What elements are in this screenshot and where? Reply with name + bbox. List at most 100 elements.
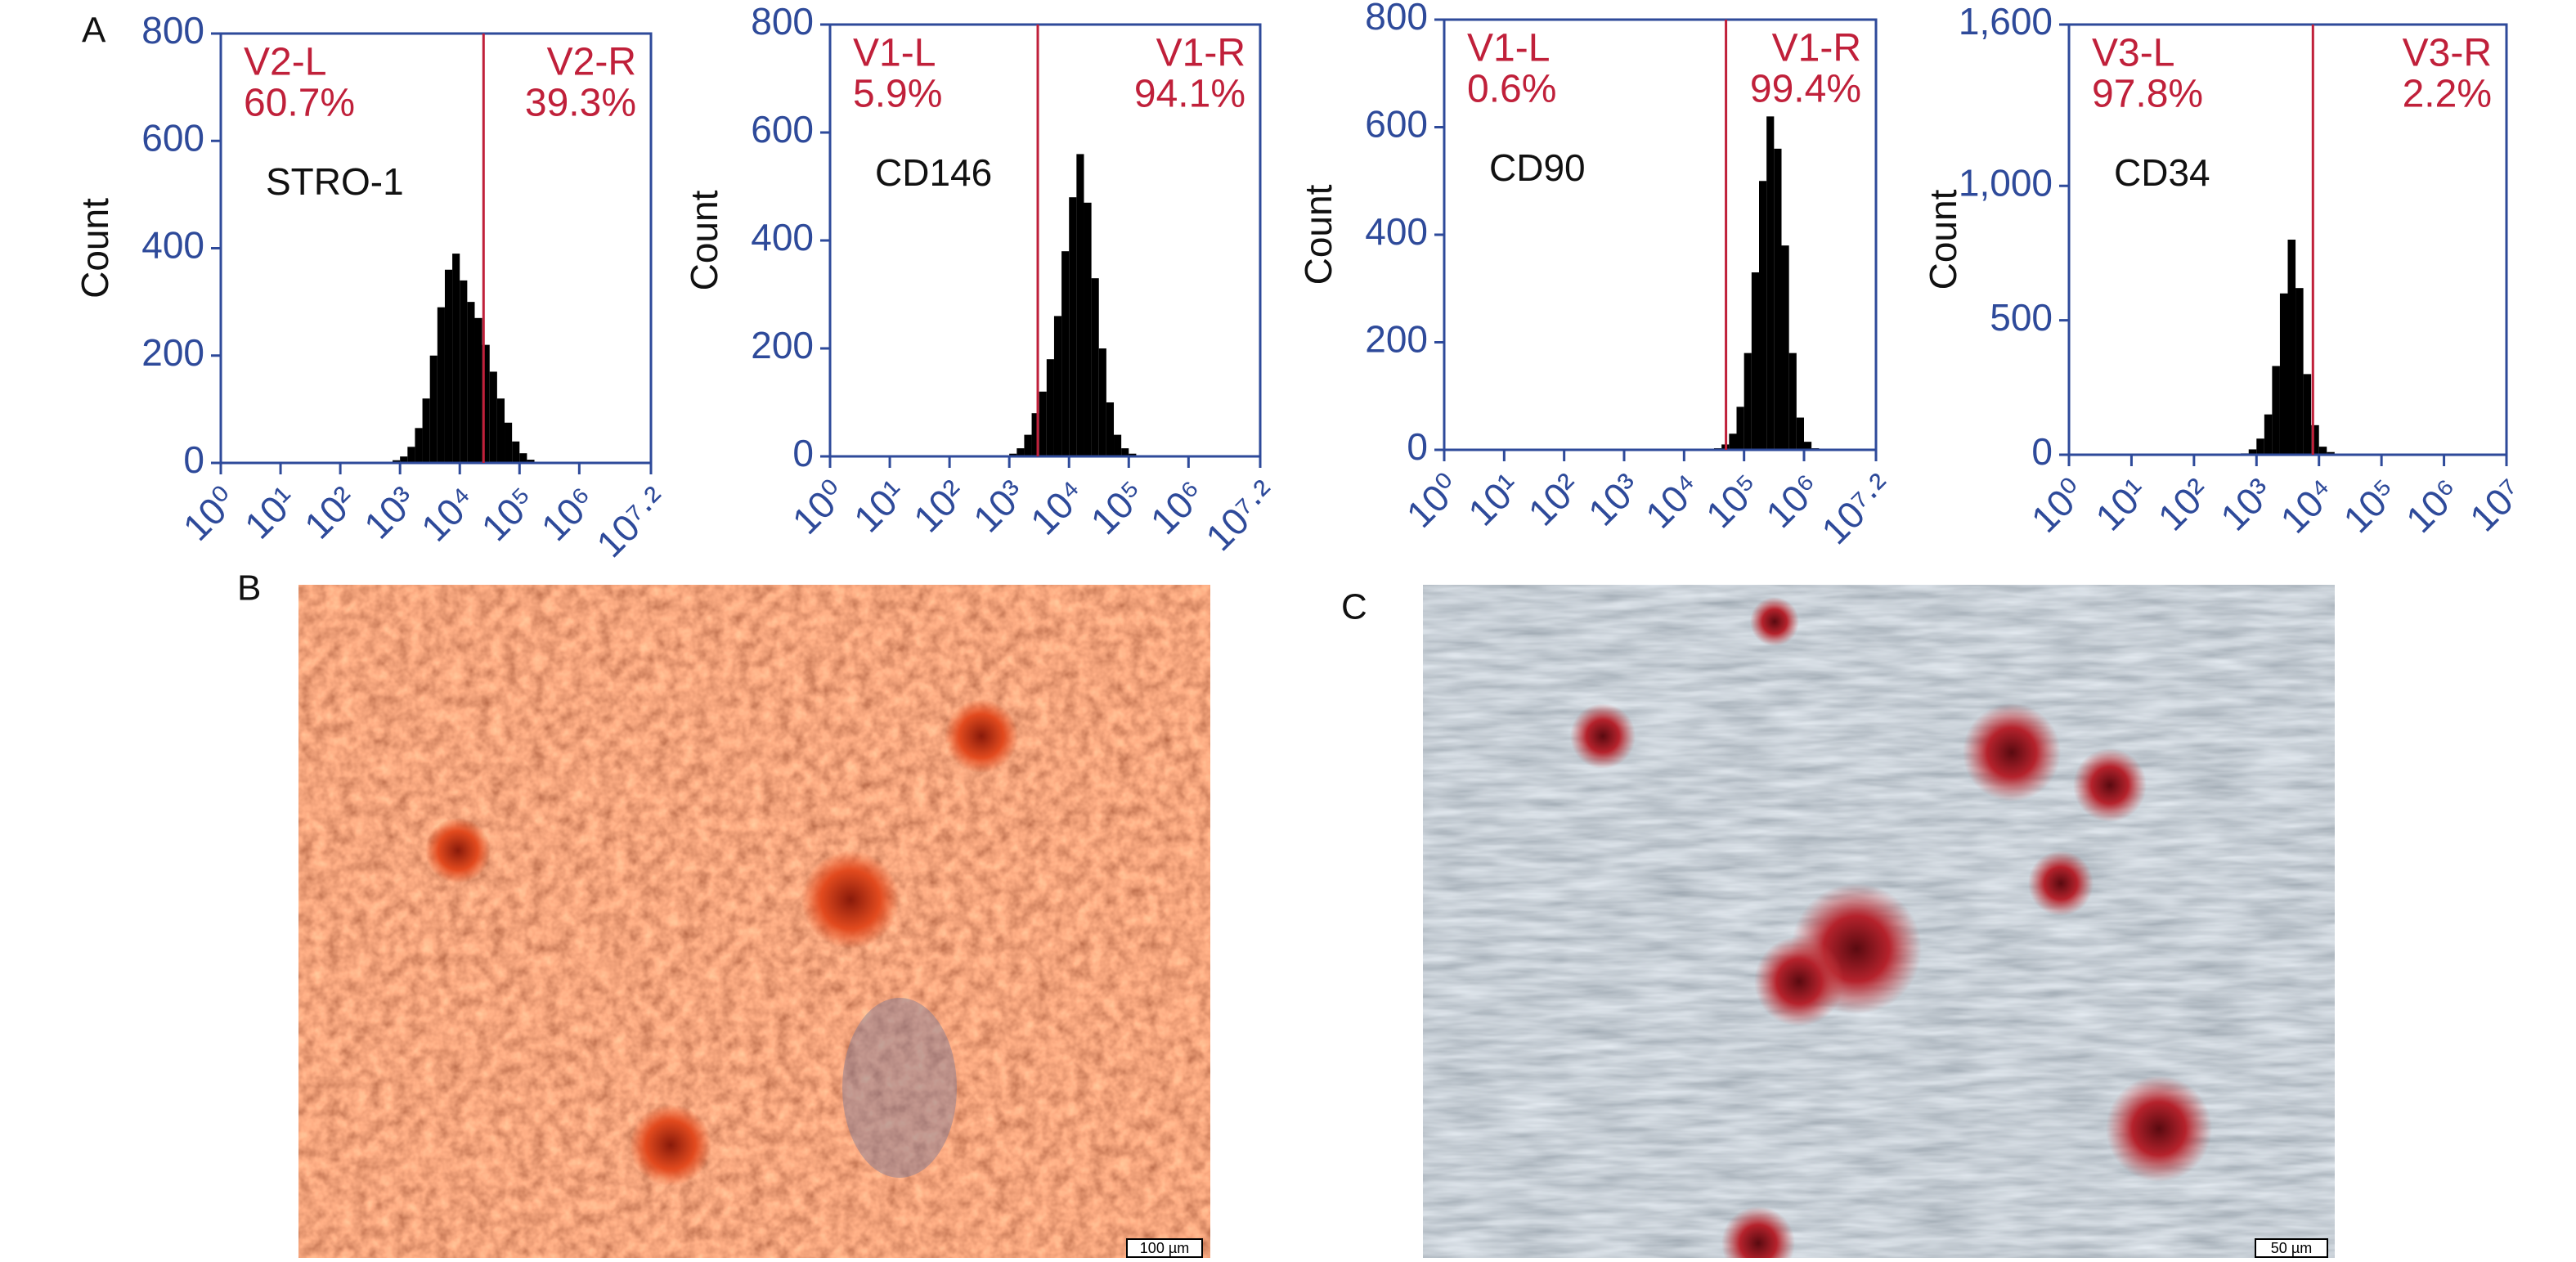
histogram-bar [1114,434,1122,456]
y-tick-label: 500 [1990,296,2053,339]
histogram-bar [512,441,520,463]
histogram-bar [2318,447,2327,455]
stain [1963,703,2061,802]
histogram-bar [1766,116,1775,450]
scale-bar [1126,1238,1203,1258]
y-axis-label: Count [1297,184,1340,285]
stain [842,998,957,1178]
image-texture [298,585,1210,1258]
stain [1721,1206,1795,1262]
marker-label: STRO-1 [266,160,404,203]
panel-label: B [237,568,261,609]
x-tick-label: 10³ [356,478,424,547]
y-tick-label: 200 [141,331,204,374]
y-tick-label: 0 [1407,425,1428,468]
panel-label: C [1341,587,1367,627]
plot-frame [2067,23,2508,456]
x-tick-label: 10⁰ [1398,465,1469,536]
gate-name: V3-L [2092,32,2174,75]
gate-percent: 0.6% [1467,68,1556,111]
y-tick-label: 400 [141,224,204,267]
histogram-bar [1781,245,1789,450]
x-tick-label: 10⁰ [175,478,245,549]
gate-percent: 39.3% [525,82,636,125]
histogram-bar [415,428,423,463]
histogram-bar [1039,391,1047,456]
histogram-bar [496,398,505,463]
histogram-bar [519,453,527,463]
x-tick-label: 10¹ [846,472,914,541]
y-tick-label: 1,600 [1959,0,2053,43]
histogram-bar [2248,449,2257,455]
gate-name: V1-R [1156,32,1245,75]
y-tick-label: 0 [183,438,204,481]
histogram-bar [1796,417,1804,450]
gate-percent: 2.2% [2403,73,2492,116]
gate-percent: 99.4% [1750,68,1861,111]
histogram-bar [422,398,430,463]
histogram-bar [1121,448,1129,456]
x-tick-label: 10³ [965,472,1034,541]
histogram-bar [1804,442,1812,450]
stain [1570,703,1636,769]
histogram-bar [2279,293,2288,455]
marker-label: CD34 [2114,151,2210,194]
marker-label: CD146 [875,151,992,194]
x-tick-label: 10⁵ [1083,472,1153,542]
stain [2028,851,2094,916]
x-tick-label: 10² [1520,465,1589,534]
gate-percent: 5.9% [853,73,942,116]
y-axis-label: Count [683,190,725,290]
histogram-bar [1069,197,1077,456]
y-tick-label: 800 [1365,0,1428,38]
histogram-bar [393,460,401,463]
y-tick-label: 800 [751,0,814,43]
histogram-bar [452,254,460,463]
histogram-bar [1024,434,1032,456]
y-tick-label: 600 [751,108,814,150]
histogram-bar [1106,402,1115,456]
gate-name: V1-R [1772,27,1861,70]
histogram-bar [1774,148,1782,451]
x-tick-label: 10² [905,472,974,541]
y-tick-label: 1,000 [1959,161,2053,204]
histogram-bar [1076,154,1084,456]
micrograph-b: 100 µm [298,585,1210,1258]
histogram-bar [474,317,482,463]
histogram-bar [1084,202,1092,457]
x-tick-label: 10⁷·² [1813,465,1900,552]
x-tick-label: 10⁶ [2398,470,2468,541]
y-tick-label: 600 [141,116,204,159]
micrograph-c: 50 µm [1423,585,2335,1262]
scale-bar [2255,1238,2328,1258]
histogram-bar [1098,348,1106,456]
stain [801,851,900,949]
x-tick-label: 10² [2150,470,2219,539]
x-tick-label: 10² [296,478,365,547]
histogram-bar [2327,451,2335,455]
stain [1750,597,1799,646]
x-tick-label: 10⁵ [1698,465,1768,536]
y-tick-label: 400 [751,216,814,258]
histogram-bar [482,344,490,463]
histogram-bar [1016,448,1025,456]
histogram-bar [489,371,497,463]
stain [1754,936,1844,1026]
histogram-bar [1053,316,1062,456]
gate-name: V1-L [853,32,936,75]
histogram-bar [2264,414,2273,455]
stain [945,699,1018,773]
x-tick-label: 10¹ [1460,465,1528,534]
histogram-bar [2272,366,2280,455]
stain [2106,1076,2212,1182]
x-tick-label: 10⁵ [2335,470,2405,541]
x-tick-label: 10⁴ [1022,472,1093,543]
gate-percent: 97.8% [2092,73,2203,116]
histogram-bar [1061,251,1070,456]
x-tick-label: 10⁷·² [1197,472,1284,559]
histogram-bar [437,307,445,463]
histogram-bar [1759,181,1767,450]
